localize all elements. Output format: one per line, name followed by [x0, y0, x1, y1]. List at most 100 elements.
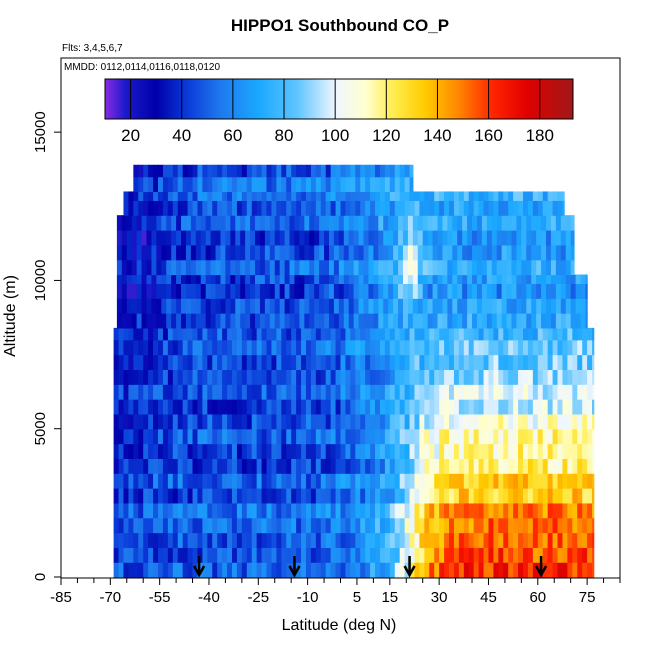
x-tick-label: -40	[198, 589, 220, 606]
heatmap-cell	[516, 283, 522, 299]
heatmap-cell	[192, 327, 199, 341]
heatmap-cell	[333, 274, 340, 284]
heatmap-cell	[394, 354, 401, 370]
heatmap-cell	[123, 488, 130, 504]
heatmap-cell	[296, 443, 302, 459]
heatmap-cell	[360, 176, 366, 193]
heatmap-cell	[230, 230, 236, 246]
heatmap-cell	[572, 399, 578, 415]
heatmap-cell	[582, 502, 588, 519]
heatmap-cell	[582, 517, 588, 534]
heatmap-cell	[452, 313, 458, 329]
heatmap-cell	[473, 458, 480, 474]
heatmap-cell	[404, 488, 411, 504]
heatmap-cell	[365, 458, 371, 474]
heatmap-cell	[375, 164, 381, 178]
heatmap-cell	[256, 428, 263, 445]
heatmap-cell	[399, 354, 406, 370]
heatmap-cell	[231, 339, 238, 356]
heatmap-cell	[167, 176, 174, 193]
heatmap-cell	[557, 458, 564, 474]
heatmap-cell	[190, 298, 197, 314]
heatmap-cell	[453, 458, 460, 474]
heatmap-cell	[360, 327, 366, 341]
heatmap-cell	[577, 562, 583, 578]
heatmap-cell	[128, 517, 134, 534]
heatmap-cell	[552, 562, 559, 578]
heatmap-cell	[138, 339, 144, 356]
heatmap-cell	[457, 230, 463, 246]
heatmap-cell	[384, 164, 391, 178]
heatmap-cell	[379, 502, 386, 519]
heatmap-cell	[266, 176, 273, 193]
heatmap-cell	[220, 244, 227, 261]
heatmap-cell	[113, 384, 120, 400]
heatmap-cell	[557, 384, 564, 400]
heatmap-cell	[118, 488, 125, 504]
heatmap-cell	[200, 283, 207, 299]
heatmap-cell	[348, 230, 355, 246]
chart-title: HIPPO1 Southbound CO_P	[231, 16, 449, 35]
heatmap-cell	[251, 458, 258, 474]
heatmap-cell	[393, 259, 399, 276]
heatmap-cell	[365, 399, 371, 415]
x-tick-label: 15	[381, 589, 398, 606]
heatmap-cell	[582, 488, 588, 504]
heatmap-cell	[508, 200, 514, 216]
heatmap-cell	[126, 313, 133, 329]
heatmap-cell	[417, 298, 424, 314]
heatmap-cell	[473, 428, 480, 445]
heatmap-cell	[345, 473, 351, 489]
heatmap-cell	[172, 191, 179, 201]
heatmap-cell	[210, 259, 217, 276]
heatmap-cell	[315, 473, 322, 489]
heatmap-cell	[240, 313, 246, 329]
heatmap-cell	[531, 298, 537, 314]
heatmap-cell	[478, 384, 485, 400]
heatmap-cell	[511, 274, 518, 284]
heatmap-cell	[289, 283, 296, 299]
heatmap-cell	[370, 354, 376, 370]
heatmap-cell	[493, 369, 499, 385]
heatmap-cell	[542, 369, 549, 385]
heatmap-cell	[148, 176, 154, 193]
heatmap-cell	[158, 488, 164, 504]
heatmap-cell	[153, 502, 159, 519]
heatmap-cell	[532, 488, 539, 504]
heatmap-cell	[177, 562, 184, 578]
heatmap-cell	[478, 369, 485, 385]
heatmap-cell	[483, 191, 490, 201]
heatmap-cell	[235, 259, 241, 276]
heatmap-cell	[172, 164, 179, 178]
heatmap-cell	[162, 517, 169, 534]
heatmap-cell	[343, 215, 350, 231]
heatmap-cell	[542, 384, 549, 400]
heatmap-cell	[271, 488, 277, 504]
heatmap-cell	[592, 562, 595, 578]
heatmap-cell	[236, 428, 243, 445]
heatmap-cell	[202, 369, 208, 385]
heatmap-cell	[444, 488, 450, 504]
heatmap-cell	[236, 327, 243, 341]
heatmap-cell	[412, 298, 419, 314]
heatmap-cell	[271, 384, 277, 400]
heatmap-cell	[498, 458, 504, 474]
heatmap-cell	[281, 191, 287, 201]
heatmap-cell	[427, 313, 434, 329]
heatmap-cell	[171, 274, 177, 284]
heatmap-cell	[310, 327, 317, 341]
heatmap-cell	[434, 428, 440, 445]
heatmap-cell	[506, 313, 513, 329]
heatmap-cell	[557, 532, 564, 548]
heatmap-cell	[310, 339, 317, 356]
heatmap-cell	[360, 488, 366, 504]
heatmap-cell	[575, 274, 582, 284]
heatmap-cell	[399, 327, 406, 341]
heatmap-cell	[379, 517, 386, 534]
heatmap-cell	[133, 354, 139, 370]
heatmap-cell	[348, 259, 355, 276]
heatmap-cell	[276, 339, 282, 356]
heatmap-cell	[414, 517, 421, 534]
heatmap-cell	[215, 274, 222, 284]
heatmap-cell	[486, 244, 493, 261]
